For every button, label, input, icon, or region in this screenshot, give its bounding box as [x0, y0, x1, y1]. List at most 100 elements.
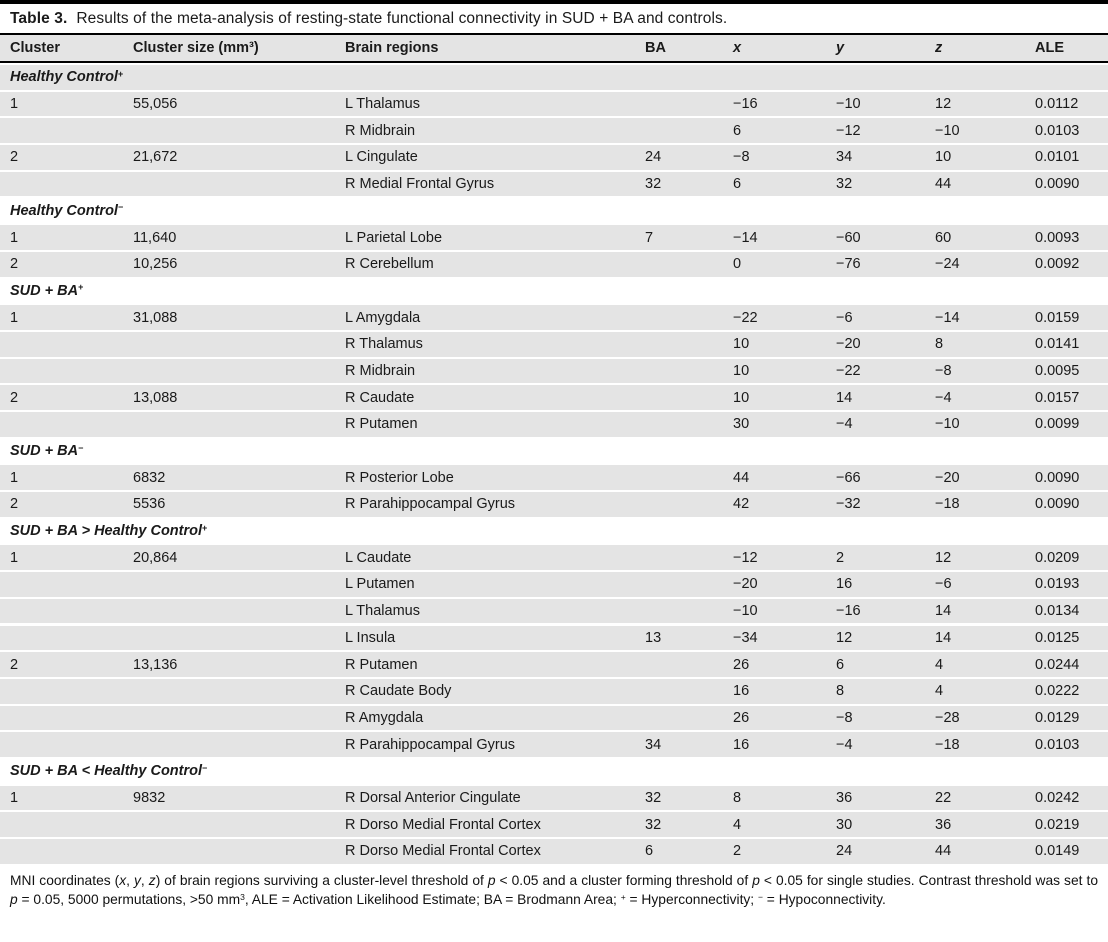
cell-size: 13,136	[133, 656, 178, 673]
cell-y: 16	[836, 576, 853, 593]
cell-ale: 0.0095	[1035, 362, 1080, 379]
cell-x: 42	[733, 496, 750, 513]
section-row: SUD + BA−	[0, 438, 1108, 464]
cell-ale: 0.0125	[1035, 629, 1080, 646]
cell-x: 16	[733, 736, 750, 753]
cell-region: R Midbrain	[345, 362, 416, 379]
cell-z: −14	[935, 309, 960, 326]
table-row: 2 5536 R Parahippocampal Gyrus 42 −32 −18 0.00…	[0, 492, 1108, 517]
cell-ale: 0.0242	[1035, 789, 1080, 806]
cell-x: 10	[733, 389, 750, 406]
table-caption-label: Table 3.	[10, 10, 68, 27]
cell-region: R Amygdala	[345, 709, 424, 726]
footnote-text: , ALE = Activation Likelihood Estimate; …	[244, 891, 621, 907]
cell-size: 21,672	[133, 149, 178, 166]
cell-y: −20	[836, 336, 861, 353]
cell-z: −6	[935, 576, 952, 593]
cell-region: R Thalamus	[345, 336, 423, 353]
table-row: R Parahippocampal Gyrus 34 16 −4 −18 0.0103	[0, 732, 1108, 757]
section-superscript: −	[78, 442, 84, 453]
cell-region: R Midbrain	[345, 122, 416, 139]
cell-x: 6	[733, 176, 742, 193]
footnote-text: z	[148, 872, 156, 888]
cell-ale: 0.0092	[1035, 256, 1080, 273]
cell-y: −4	[836, 416, 853, 433]
cell-cluster: 2	[10, 389, 19, 406]
table-row: L Thalamus −10 −16 14 0.0134	[0, 598, 1108, 624]
table-header-row: Cluster Cluster size (mm³) Brain regions BA…	[0, 33, 1108, 63]
cell-z: 14	[935, 603, 952, 620]
cell-x: 0	[733, 256, 742, 273]
section-superscript: +	[117, 68, 124, 79]
cell-y: 8	[836, 683, 845, 700]
section-label: SUD + BA−	[10, 442, 84, 460]
cell-region: L Cingulate	[345, 149, 418, 166]
table-row: 1 6832 R Posterior Lobe 44 −66 −20 0.0090	[0, 465, 1108, 490]
cell-y: −22	[836, 362, 861, 379]
section-row: SUD + BA > Healthy Control+	[0, 518, 1108, 544]
table-row: R Thalamus 10 −20 8 0.0141	[0, 331, 1108, 357]
column-header-cluster: Cluster	[10, 40, 60, 56]
meta-analysis-table: Cluster Cluster size (mm³) Brain regions BA…	[0, 33, 1108, 864]
footnote-text: = 0.05, 5000 permutations, >50 mm	[17, 891, 241, 907]
cell-y: −32	[836, 496, 861, 513]
cell-x: −16	[733, 96, 758, 113]
cell-x: −12	[733, 549, 758, 566]
cell-z: −10	[935, 122, 960, 139]
cell-ale: 0.0209	[1035, 549, 1080, 566]
footnote-text: p	[752, 872, 760, 888]
section-superscript: −	[202, 762, 208, 773]
cell-y: −12	[836, 122, 861, 139]
cell-region: L Caudate	[345, 549, 412, 566]
cell-y: −6	[836, 309, 853, 326]
cell-y: 32	[836, 176, 853, 193]
cell-region: L Parietal Lobe	[345, 229, 443, 246]
column-header-ale: ALE	[1035, 40, 1064, 56]
cell-region: L Putamen	[345, 576, 415, 593]
cell-ale: 0.0103	[1035, 736, 1080, 753]
cell-z: −18	[935, 736, 960, 753]
cell-x: 2	[733, 843, 742, 860]
cell-x: 4	[733, 816, 742, 833]
cell-x: 10	[733, 362, 750, 379]
cell-y: −16	[836, 603, 861, 620]
table-body: Healthy Control+ 1 55,056 L Thalamus −16 −10 1…	[0, 65, 1108, 864]
cell-region: L Thalamus	[345, 96, 420, 113]
cell-region: L Insula	[345, 629, 396, 646]
footnote-text: = Hypoconnectivity.	[762, 891, 886, 907]
cell-ba: 32	[645, 789, 662, 806]
cell-ale: 0.0141	[1035, 336, 1080, 353]
section-superscript: −	[117, 202, 124, 213]
cell-ale: 0.0103	[1035, 122, 1080, 139]
cell-size: 31,088	[133, 309, 178, 326]
cell-x: 30	[733, 416, 750, 433]
cell-cluster: 1	[10, 309, 19, 326]
cell-ba: 24	[645, 149, 662, 166]
cell-x: 8	[733, 789, 742, 806]
cell-z: 4	[935, 683, 944, 700]
footnote-superscript: 3	[240, 891, 245, 902]
cell-region: R Caudate Body	[345, 683, 452, 700]
cell-ale: 0.0090	[1035, 176, 1080, 193]
table-caption: Table 3. Results of the meta-analysis of …	[0, 4, 1108, 33]
cell-ale: 0.0112	[1035, 96, 1079, 113]
cell-z: 44	[935, 843, 952, 860]
column-header-x: x	[733, 40, 742, 56]
section-row: Healthy Control−	[0, 198, 1108, 224]
section-row: SUD + BA+	[0, 278, 1108, 304]
cell-region: R Medial Frontal Gyrus	[345, 176, 495, 193]
cell-y: −8	[836, 709, 853, 726]
cell-region: R Dorso Medial Frontal Cortex	[345, 843, 541, 860]
cell-x: 16	[733, 683, 750, 700]
cell-size: 20,864	[133, 549, 178, 566]
footnote-text: x	[119, 872, 127, 888]
cell-x: −8	[733, 149, 750, 166]
cell-x: 26	[733, 656, 750, 673]
cell-ale: 0.0093	[1035, 229, 1080, 246]
cell-z: 8	[935, 336, 944, 353]
cell-region: L Amygdala	[345, 309, 421, 326]
table-row: R Amygdala 26 −8 −28 0.0129	[0, 705, 1108, 731]
cell-y: 12	[836, 629, 853, 646]
cell-z: 4	[935, 656, 944, 673]
cell-z: −20	[935, 469, 960, 486]
